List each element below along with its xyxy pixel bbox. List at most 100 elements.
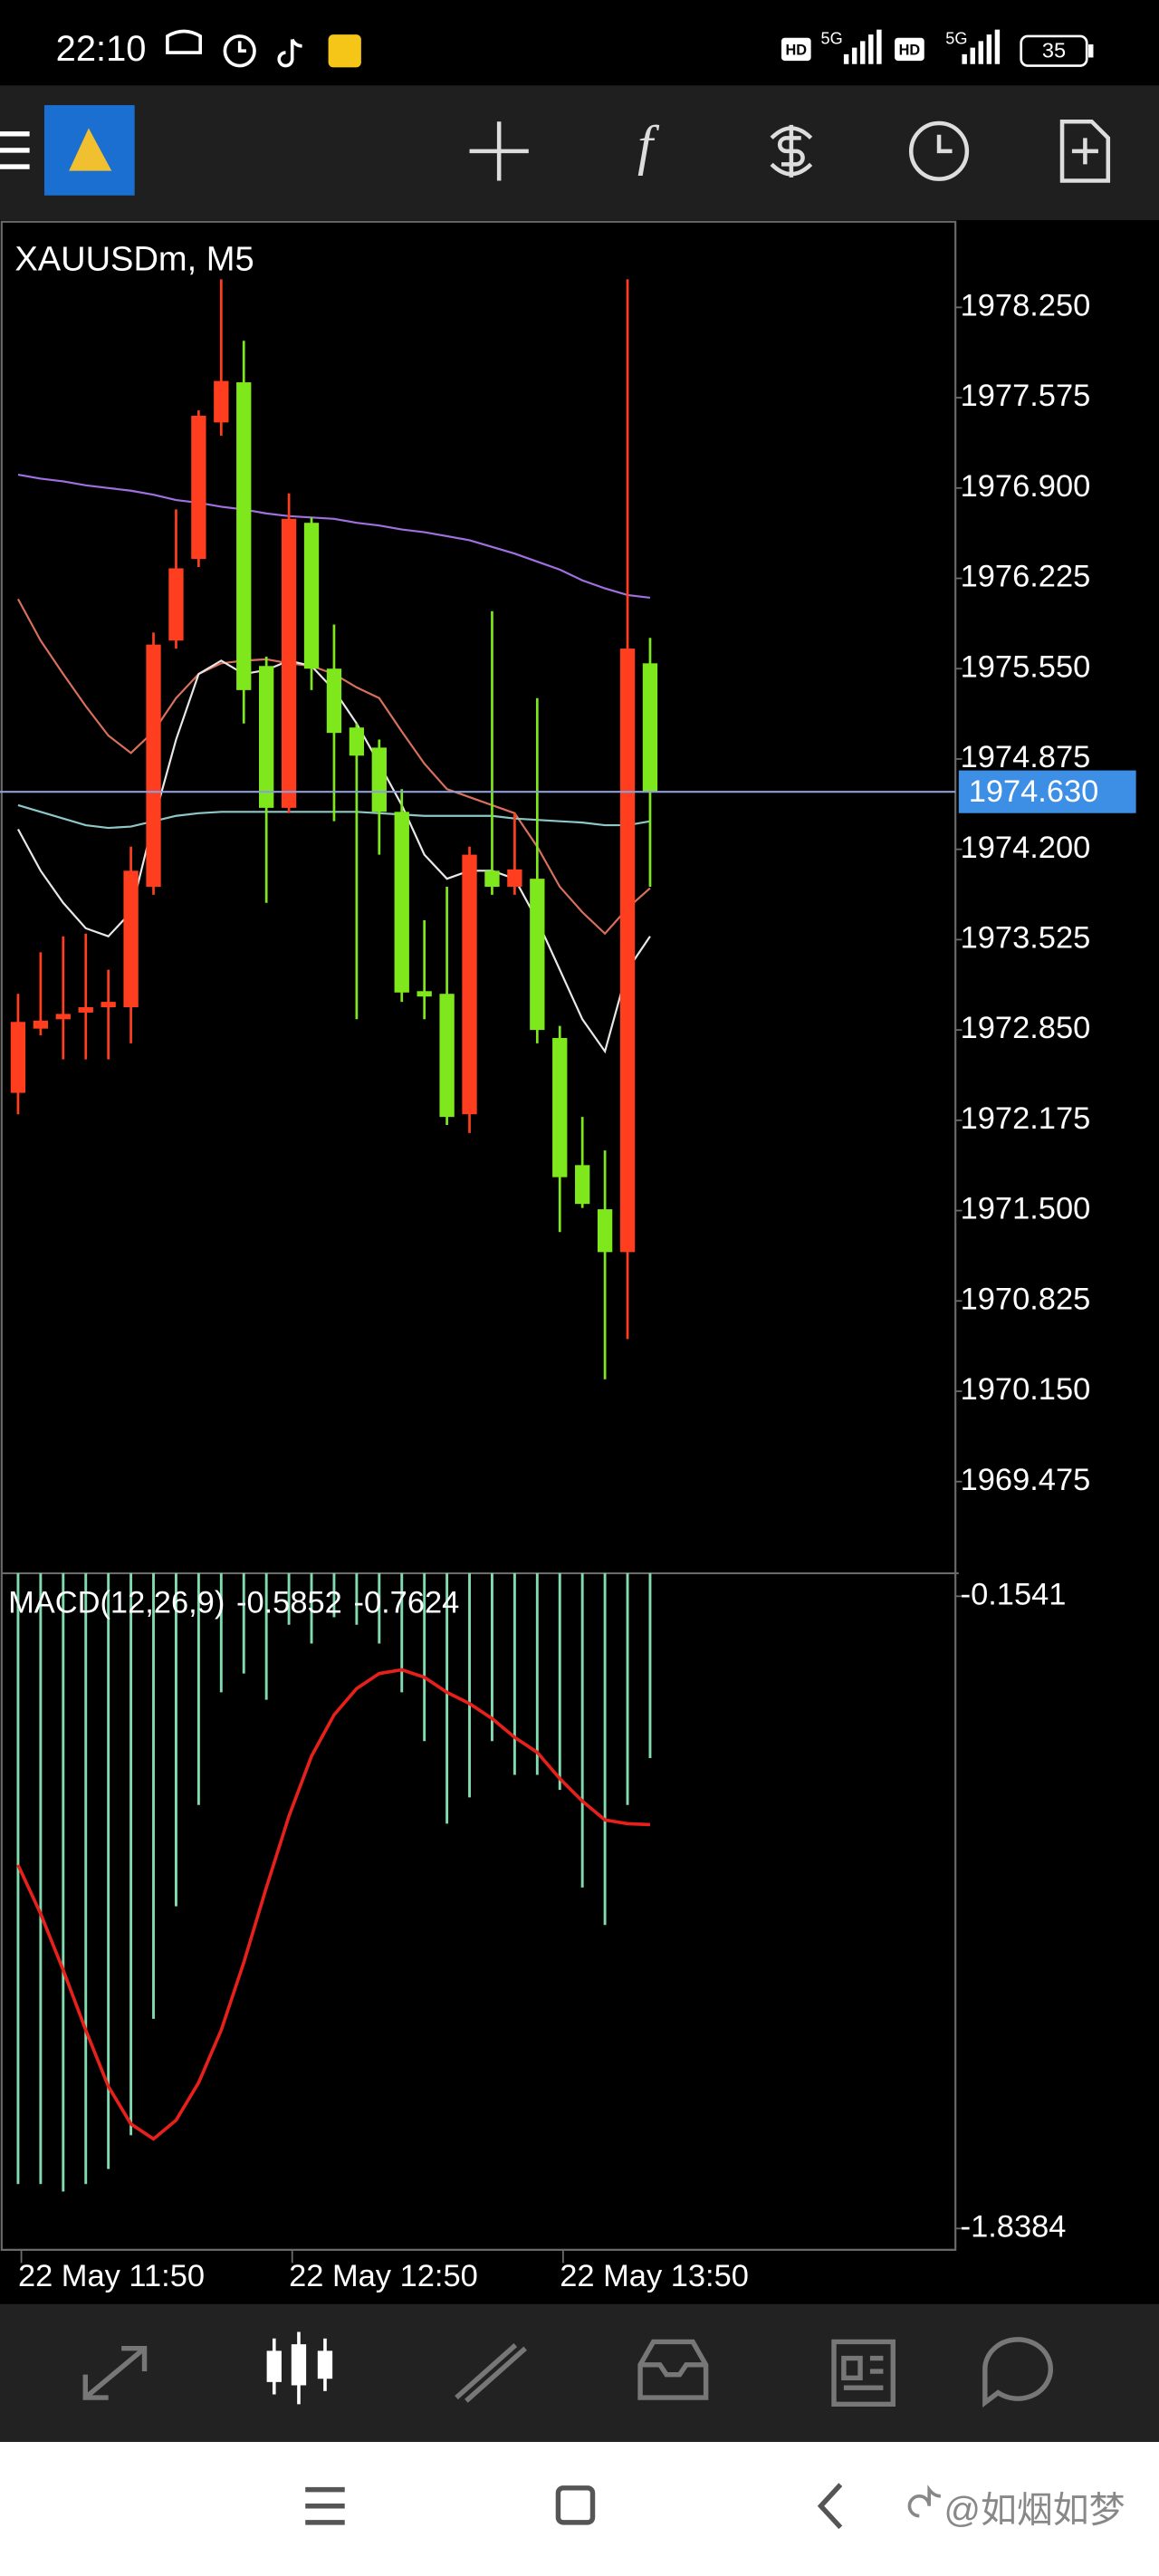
candle-body — [259, 666, 274, 808]
signal-bar — [868, 34, 874, 64]
candle-body — [146, 644, 161, 888]
hd-text: HD — [786, 43, 808, 59]
signal-bars — [962, 29, 1001, 64]
candle-body — [78, 1007, 93, 1013]
y-tick-label: 1969.475 — [961, 1463, 1091, 1497]
chat-tab[interactable] — [982, 2337, 1054, 2408]
chart-area — [0, 219, 1159, 2304]
candle-body — [507, 869, 522, 888]
candle-body — [462, 854, 477, 1115]
hd-text: HD — [899, 43, 921, 59]
hd-badge — [781, 37, 811, 62]
y-tick-label: 1972.175 — [961, 1101, 1091, 1136]
crosshair-button[interactable] — [469, 121, 529, 181]
battery-level: 35 — [1042, 38, 1066, 62]
signal-bar — [851, 47, 857, 64]
signal-bar — [860, 41, 866, 64]
status-icons — [166, 29, 302, 68]
candle-body — [642, 663, 658, 793]
signal-bar — [876, 29, 882, 64]
news-tab[interactable] — [831, 2339, 896, 2408]
menu-line — [0, 164, 30, 169]
candle-body — [552, 1037, 568, 1177]
y-tick-label: 1975.550 — [961, 649, 1091, 684]
chart-tab[interactable] — [266, 2331, 333, 2405]
candle-body — [281, 518, 297, 808]
clock-hands — [936, 134, 953, 154]
y-tick-label: 1973.525 — [961, 920, 1091, 955]
watermark: @如烟如梦 — [943, 2491, 1125, 2531]
inbox-tab[interactable] — [637, 2339, 709, 2400]
y-tick-label: 1970.150 — [961, 1372, 1091, 1407]
y-tick-label: 1976.225 — [961, 560, 1091, 594]
y-tick-label: 1974.200 — [961, 831, 1091, 865]
signal-bar — [978, 41, 984, 64]
moving-average — [17, 473, 651, 600]
candle-body — [33, 1020, 49, 1029]
y-tick-label: -1.8384 — [961, 2209, 1067, 2244]
x-tick-label: 22 May 12:50 — [289, 2259, 478, 2293]
signal-bars — [843, 29, 882, 64]
y-tick-label: 1972.850 — [961, 1011, 1091, 1045]
macd-legend: MACD(12,26,9) -0.5852 -0.7624 — [8, 1585, 459, 1620]
y-tick-label: 1977.575 — [961, 379, 1091, 413]
current-price-badge — [958, 770, 1136, 813]
network-type: 5G — [945, 29, 967, 47]
candle-body — [597, 1209, 613, 1253]
signal-bar — [986, 34, 992, 64]
status-bar — [0, 0, 1159, 86]
macd-signal-value: -0.7624 — [353, 1585, 459, 1620]
signal-bar — [970, 47, 975, 64]
candle-body — [326, 668, 342, 734]
new-order-button[interactable] — [1059, 119, 1111, 183]
candle-body — [10, 1022, 26, 1093]
plot: 1978.250 1977.575 1976.900 1976.225 1975.550… — [0, 240, 1136, 2293]
app-logo-mark — [69, 128, 112, 171]
menu-button[interactable] — [0, 131, 30, 169]
bottom-nav-icons — [82, 2337, 1054, 2408]
y-tick-label: 1974.875 — [961, 740, 1091, 774]
history-button[interactable] — [908, 120, 970, 181]
hd-badge — [895, 37, 924, 62]
macd-histogram-value: -0.5852 — [236, 1585, 342, 1620]
trade-button[interactable] — [770, 124, 813, 178]
battery-tip — [1088, 43, 1094, 58]
menu-line — [0, 148, 30, 153]
candle-body — [575, 1165, 590, 1205]
candle-body — [484, 870, 500, 888]
signal-bar — [843, 53, 849, 64]
home-key[interactable] — [555, 2485, 596, 2525]
app-icon — [328, 34, 361, 68]
y-tick-label: 1971.500 — [961, 1192, 1091, 1226]
trade-tab[interactable] — [455, 2343, 527, 2403]
macd-signal-line — [16, 1668, 651, 2141]
menu-key[interactable] — [305, 2486, 345, 2525]
chart-title: XAUUSDm, M5 — [14, 240, 254, 278]
candle-body — [371, 747, 387, 812]
x-tick-label: 22 May 13:50 — [560, 2259, 749, 2293]
signal-bar — [994, 29, 1001, 64]
y-tick-label: 1970.825 — [961, 1282, 1091, 1316]
alarm-icon — [223, 34, 256, 68]
candle-body — [168, 568, 184, 641]
system-nav — [0, 2442, 1159, 2576]
candle-body — [530, 879, 545, 1031]
candle-body — [214, 380, 229, 423]
tiktok-icon — [277, 38, 302, 68]
candle-body — [417, 991, 432, 997]
candle-body — [101, 1002, 116, 1008]
candle-body — [236, 382, 252, 690]
alarm-hands — [237, 41, 246, 53]
mute-icon — [166, 29, 203, 54]
x-tick-label: 22 May 11:50 — [18, 2259, 205, 2293]
macd-title: MACD(12,26,9) — [8, 1585, 225, 1620]
back-key[interactable] — [817, 2483, 843, 2530]
y-tick-label: -0.1541 — [961, 1577, 1067, 1611]
signal-bar — [962, 53, 967, 64]
bottom-nav — [0, 2303, 1159, 2443]
current-price-label: 1974.630 — [969, 774, 1099, 809]
quotes-tab[interactable] — [82, 2345, 148, 2400]
network-type: 5G — [821, 29, 843, 47]
